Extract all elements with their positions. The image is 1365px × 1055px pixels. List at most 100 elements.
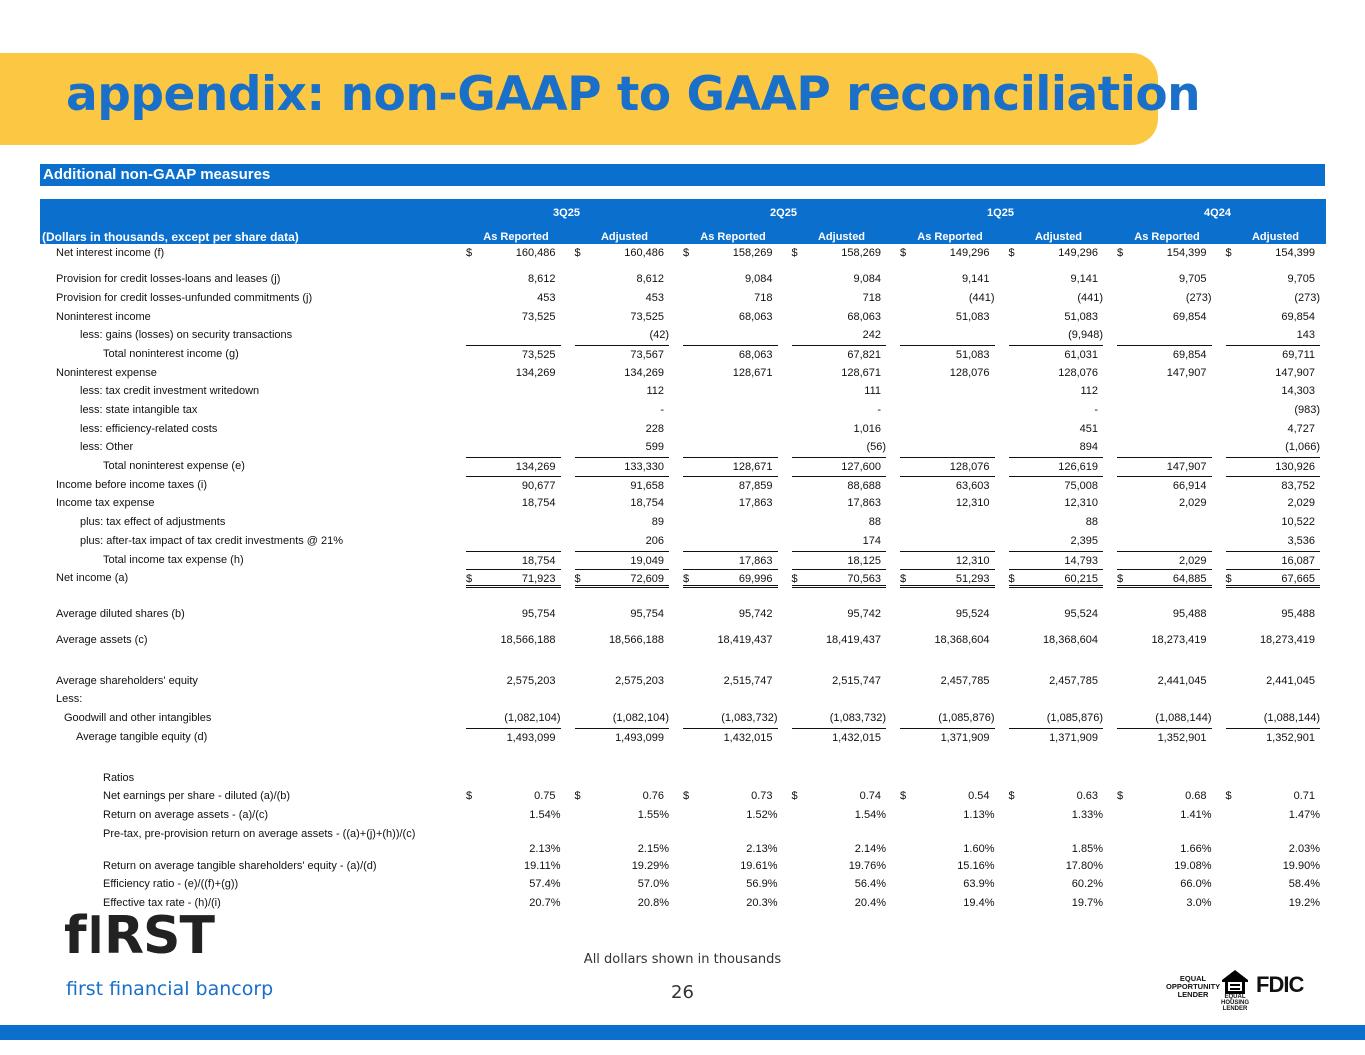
value-cell: 73,525 bbox=[458, 344, 567, 364]
table-header: (Dollars in thousands, except per share … bbox=[40, 199, 1326, 244]
value-cell: 68,063 bbox=[675, 344, 784, 364]
value: 18,419,437 bbox=[825, 634, 881, 647]
value-cell: $0.74 bbox=[784, 787, 893, 806]
value-cell: 1.66% bbox=[1109, 825, 1218, 857]
spacer bbox=[40, 624, 1326, 632]
value-cell: 1,352,901 bbox=[1218, 727, 1327, 747]
value: 95,742 bbox=[738, 607, 773, 620]
value bbox=[990, 326, 995, 345]
value-cell: $149,296 bbox=[892, 244, 1001, 263]
currency-symbol: $ bbox=[683, 573, 690, 586]
value: 154,399 bbox=[1166, 247, 1207, 259]
value: 71,923 bbox=[521, 573, 556, 586]
row-label: Pre-tax, pre-provision return on average… bbox=[103, 827, 416, 840]
value-cell bbox=[458, 438, 567, 457]
value: 69,854 bbox=[1172, 310, 1207, 323]
value-cell: (983) bbox=[1218, 401, 1327, 420]
value-cell: 127,600 bbox=[784, 457, 893, 476]
table-row: less: Other 599 (56) 894 (1,066) bbox=[40, 438, 1326, 457]
value: 1,371,909 bbox=[1049, 731, 1098, 744]
value bbox=[1207, 420, 1212, 439]
value: (1,082,104) bbox=[612, 712, 669, 725]
value: 17,863 bbox=[847, 497, 881, 510]
value-cell: (1,066) bbox=[1218, 438, 1327, 457]
value bbox=[990, 438, 995, 457]
value-cell: 17,863 bbox=[675, 550, 784, 570]
value-cell: 18,566,188 bbox=[458, 631, 567, 650]
value-cell: 18,368,604 bbox=[892, 631, 1001, 650]
value: 174 bbox=[862, 534, 881, 547]
value: 89 bbox=[651, 516, 664, 529]
table-row: plus: after-tax impact of tax credit inv… bbox=[40, 532, 1326, 551]
value: (441) bbox=[968, 291, 995, 304]
currency-symbol: $ bbox=[791, 573, 798, 586]
value bbox=[556, 420, 561, 439]
logo-tagline: first financial bancorp bbox=[66, 978, 274, 1000]
value-cell: 718 bbox=[675, 289, 784, 308]
value-cell: (1,088,144) bbox=[1218, 709, 1327, 728]
value-cell: 17,863 bbox=[784, 494, 893, 513]
value bbox=[773, 326, 778, 345]
value: 112 bbox=[646, 385, 664, 398]
value: 72,609 bbox=[630, 573, 664, 586]
value: 453 bbox=[645, 291, 664, 304]
value-cell: 88 bbox=[784, 513, 893, 532]
value-cell: 20.8% bbox=[567, 894, 676, 913]
row-label: Efficiency ratio - (e)/((f)+(g)) bbox=[103, 878, 239, 891]
units-label: (Dollars in thousands, except per share … bbox=[42, 230, 299, 244]
value: 2.03% bbox=[1288, 842, 1320, 855]
table-row: Total noninterest income (g) 73,525 73,567… bbox=[40, 344, 1326, 364]
value: 19,049 bbox=[630, 554, 664, 567]
value: 2,029 bbox=[1178, 497, 1207, 510]
value-cell: 18,754 bbox=[458, 494, 567, 513]
value: 0.75 bbox=[534, 790, 556, 803]
value-cell: (1,082,104) bbox=[458, 709, 567, 728]
value: 14,303 bbox=[1281, 385, 1315, 398]
fdic-logo: FDIC bbox=[1256, 972, 1304, 997]
value-cell bbox=[892, 401, 1001, 420]
value-cell: 68,063 bbox=[675, 308, 784, 327]
value-cell bbox=[1109, 690, 1218, 709]
value-cell bbox=[1001, 769, 1110, 788]
value-cell: - bbox=[1001, 401, 1110, 420]
value-cell: 19.08% bbox=[1109, 857, 1218, 876]
value-cell: 2.14% bbox=[784, 825, 893, 857]
value bbox=[1207, 326, 1212, 345]
value-cell: 1.41% bbox=[1109, 806, 1218, 825]
value: 68,063 bbox=[847, 310, 881, 323]
value: 1.60% bbox=[963, 842, 995, 855]
value-cell: 1,493,099 bbox=[567, 727, 676, 747]
currency-symbol: $ bbox=[1117, 247, 1124, 259]
value: (42) bbox=[649, 329, 669, 342]
value: 8,612 bbox=[636, 273, 664, 286]
value-cell: 147,907 bbox=[1109, 457, 1218, 476]
value: 1.66% bbox=[1180, 842, 1212, 855]
value: 73,525 bbox=[521, 348, 556, 361]
value: 64,885 bbox=[1172, 573, 1207, 586]
value-cell: 17.80% bbox=[1001, 857, 1110, 876]
value: 20.8% bbox=[637, 896, 669, 909]
value-cell: 718 bbox=[784, 289, 893, 308]
value-cell: 95,488 bbox=[1109, 605, 1218, 624]
value-cell: 18,368,604 bbox=[1001, 631, 1110, 650]
value: 2,515,747 bbox=[723, 674, 773, 687]
value-cell: 56.9% bbox=[675, 875, 784, 894]
value-cell: 16,087 bbox=[1218, 550, 1327, 570]
value-cell bbox=[458, 513, 567, 532]
value: 19.7% bbox=[1071, 896, 1103, 909]
value bbox=[773, 401, 778, 420]
first-financial-logo: fIRST bbox=[64, 906, 215, 966]
value-cell: 95,742 bbox=[675, 605, 784, 624]
value: 128,671 bbox=[732, 366, 773, 379]
value bbox=[990, 382, 995, 401]
value: 63,603 bbox=[955, 479, 990, 492]
value bbox=[773, 438, 778, 457]
value-cell: 128,671 bbox=[675, 364, 784, 383]
value: 95,524 bbox=[955, 607, 990, 620]
value-cell: 68,063 bbox=[784, 308, 893, 327]
value-cell: 1.33% bbox=[1001, 806, 1110, 825]
value: 18,754 bbox=[521, 497, 556, 510]
value-cell: 1,371,909 bbox=[892, 727, 1001, 747]
value-cell bbox=[1001, 690, 1110, 709]
row-label: Net earnings per share - diluted (a)/(b) bbox=[103, 790, 291, 803]
